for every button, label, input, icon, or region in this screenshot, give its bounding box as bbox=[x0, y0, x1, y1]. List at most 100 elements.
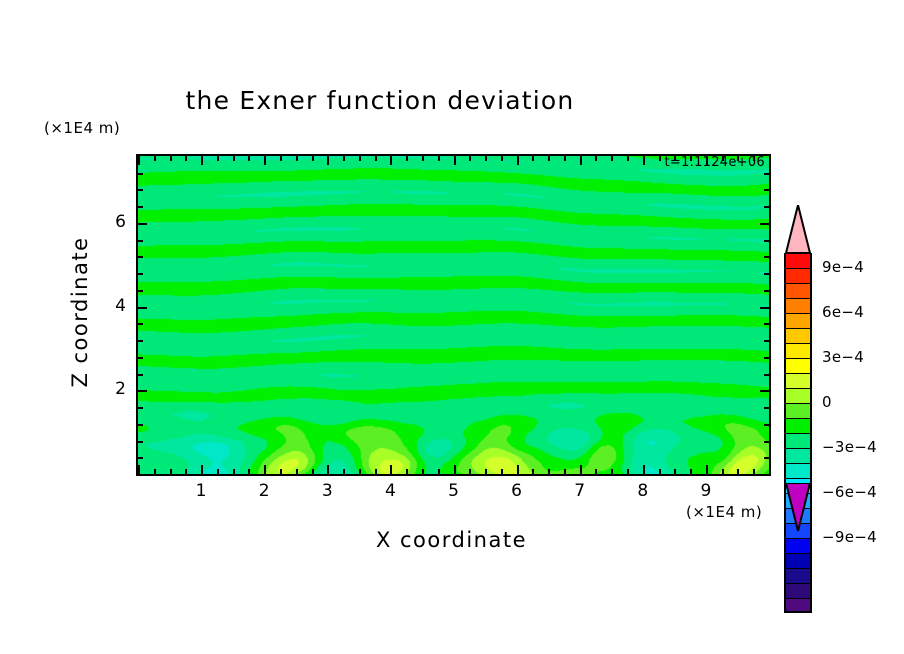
colorbar-label-2: 3e−4 bbox=[822, 348, 865, 366]
x-tick-top bbox=[658, 156, 661, 161]
y-tick-left bbox=[138, 189, 143, 192]
colorbar-label-1: 6e−4 bbox=[822, 303, 865, 321]
x-tick-bottom bbox=[500, 469, 503, 474]
x-tick-top bbox=[453, 156, 456, 165]
x-tick-bottom bbox=[516, 465, 519, 474]
x-tick-top bbox=[248, 156, 251, 161]
x-tick-label-5: 5 bbox=[448, 481, 459, 501]
x-tick-bottom bbox=[374, 469, 377, 474]
colorbar-band-8 bbox=[784, 373, 812, 388]
y-tick-right bbox=[764, 340, 769, 343]
x-tick-bottom bbox=[437, 469, 440, 474]
y-tick-right bbox=[764, 256, 769, 259]
timestamp-label: t=1.1124e+06 bbox=[664, 155, 765, 170]
x-tick-bottom bbox=[627, 469, 630, 474]
x-tick-top bbox=[138, 156, 140, 165]
x-tick-label-2: 2 bbox=[258, 481, 270, 501]
contour-field-canvas bbox=[138, 156, 769, 474]
x-tick-bottom bbox=[642, 465, 645, 474]
colorbar-band-0 bbox=[784, 253, 812, 268]
x-tick-label-7: 7 bbox=[574, 481, 586, 501]
x-tick-bottom bbox=[769, 465, 771, 474]
y-tick-left bbox=[138, 407, 143, 410]
colorbar-band-20 bbox=[784, 553, 812, 568]
x-tick-top bbox=[169, 156, 172, 161]
x-axis-unit-label: (×1E4 m) bbox=[686, 503, 763, 521]
x-tick-bottom bbox=[343, 469, 346, 474]
x-tick-bottom bbox=[201, 465, 204, 474]
colorbar-band-13 bbox=[784, 448, 812, 463]
y-tick-left bbox=[138, 239, 143, 242]
x-tick-top bbox=[721, 156, 724, 161]
x-tick-top bbox=[611, 156, 614, 161]
y-tick-left bbox=[138, 289, 143, 292]
x-tick-label-1: 1 bbox=[195, 481, 207, 501]
x-tick-bottom bbox=[753, 469, 756, 474]
x-tick-top bbox=[421, 156, 424, 161]
x-tick-bottom bbox=[485, 469, 488, 474]
y-tick-label-6: 6 bbox=[115, 211, 126, 232]
x-tick-bottom bbox=[327, 465, 330, 474]
x-tick-label-6: 6 bbox=[511, 481, 522, 501]
x-tick-bottom bbox=[295, 469, 298, 474]
x-tick-bottom bbox=[232, 469, 235, 474]
y-tick-left bbox=[138, 457, 143, 460]
y-tick-left bbox=[138, 256, 143, 259]
x-tick-top bbox=[216, 156, 219, 161]
colorbar-band-11 bbox=[784, 418, 812, 433]
y-tick-left bbox=[138, 222, 147, 225]
chart-title: the Exner function deviation bbox=[185, 86, 575, 115]
x-tick-top bbox=[469, 156, 472, 161]
x-tick-top bbox=[406, 156, 409, 161]
x-tick-top bbox=[627, 156, 630, 161]
x-tick-top bbox=[437, 156, 440, 161]
y-tick-right bbox=[764, 289, 769, 292]
y-tick-left bbox=[138, 172, 143, 175]
x-tick-top bbox=[705, 156, 708, 165]
x-tick-label-4: 4 bbox=[384, 481, 396, 501]
colorbar-label-4: −3e−4 bbox=[822, 438, 877, 456]
colorbar-label-3: 0 bbox=[822, 393, 832, 411]
x-tick-top bbox=[374, 156, 377, 161]
x-tick-bottom bbox=[453, 465, 456, 474]
x-tick-bottom bbox=[358, 469, 361, 474]
colorbar-band-6 bbox=[784, 343, 812, 358]
x-tick-top bbox=[548, 156, 551, 161]
colorbar-band-1 bbox=[784, 268, 812, 283]
y-tick-right bbox=[764, 423, 769, 426]
y-tick-right bbox=[764, 440, 769, 443]
colorbar-band-4 bbox=[784, 313, 812, 328]
y-tick-left bbox=[138, 340, 143, 343]
y-tick-left bbox=[138, 390, 147, 393]
x-tick-top bbox=[279, 156, 282, 161]
x-tick-bottom bbox=[690, 469, 693, 474]
y-tick-left bbox=[138, 356, 143, 359]
x-tick-bottom bbox=[169, 469, 172, 474]
x-tick-top bbox=[153, 156, 156, 161]
y-tick-right bbox=[764, 457, 769, 460]
y-tick-label-2: 2 bbox=[115, 379, 126, 400]
x-tick-bottom bbox=[674, 469, 677, 474]
y-tick-right bbox=[764, 407, 769, 410]
colorbar-over-arrow bbox=[784, 204, 812, 254]
colorbar-band-2 bbox=[784, 283, 812, 298]
x-tick-top bbox=[311, 156, 314, 161]
x-tick-top bbox=[232, 156, 235, 161]
y-tick-right bbox=[764, 323, 769, 326]
y-tick-left bbox=[138, 306, 147, 309]
x-tick-bottom bbox=[185, 469, 188, 474]
x-tick-bottom bbox=[563, 469, 566, 474]
x-tick-top bbox=[753, 156, 756, 161]
x-tick-bottom bbox=[421, 469, 424, 474]
colorbar-band-12 bbox=[784, 433, 812, 448]
y-tick-right bbox=[764, 273, 769, 276]
x-tick-label-9: 9 bbox=[700, 481, 712, 501]
x-tick-bottom bbox=[548, 469, 551, 474]
colorbar-bands bbox=[784, 253, 812, 613]
colorbar-band-5 bbox=[784, 328, 812, 343]
y-tick-right bbox=[764, 189, 769, 192]
y-tick-right bbox=[760, 390, 769, 393]
x-tick-bottom bbox=[311, 469, 314, 474]
x-tick-top bbox=[390, 156, 393, 165]
x-tick-top bbox=[690, 156, 693, 161]
